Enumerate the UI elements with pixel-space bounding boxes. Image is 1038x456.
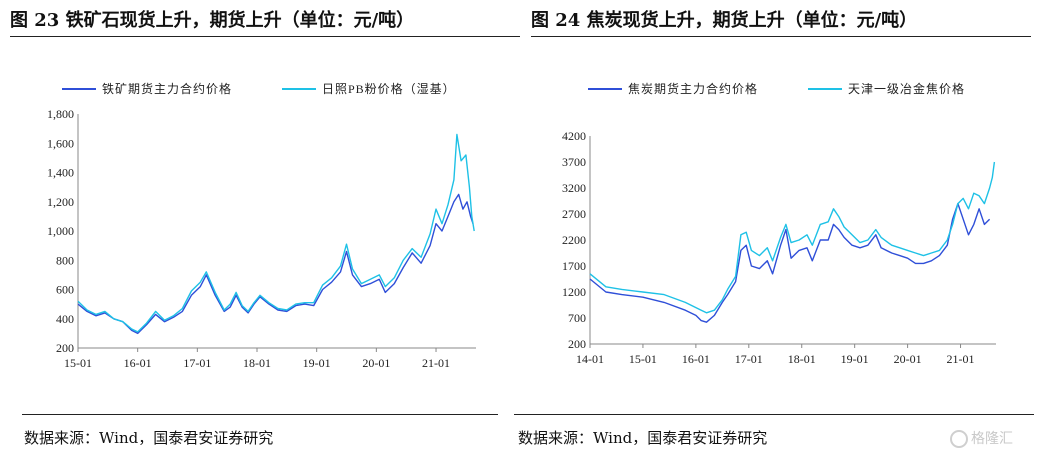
- y-tick-label: 1,200: [47, 195, 74, 209]
- x-tick-label: 15-01: [64, 356, 92, 370]
- chart-coke: 200 700 1200 1700 2200 2700 3200 3700 4200 14-01 1…: [562, 81, 996, 366]
- series-line-2: [77, 133, 475, 333]
- legend-label-2: 天津一级冶金焦价格: [848, 81, 965, 96]
- y-tick-label: 3700: [562, 155, 586, 169]
- y-tick-label: 1,800: [47, 107, 74, 121]
- watermark-text: 格隆汇: [971, 431, 1013, 447]
- y-tick-label: 3200: [562, 181, 586, 195]
- x-tick-label: 15-01: [629, 352, 657, 366]
- source-note-left: 数据来源：Wind，国泰君安证券研究: [24, 429, 274, 447]
- source-rule-left: [22, 414, 498, 415]
- chart-iron-ore: 200 400 600 800 1,000 1,200 1,400 1,600 1,800 15-…: [47, 81, 476, 370]
- y-tick-label: 200: [568, 337, 586, 351]
- y-tick-label: 4200: [562, 129, 586, 143]
- x-tick-label: 18-01: [788, 352, 816, 366]
- x-tick-label: 17-01: [183, 356, 211, 370]
- x-tick-label: 19-01: [841, 352, 869, 366]
- y-tick-label: 200: [56, 341, 74, 355]
- y-tick-label: 700: [568, 311, 586, 325]
- x-tick-label: 14-01: [576, 352, 604, 366]
- y-tick-label: 400: [56, 312, 74, 326]
- y-tick-label: 1,600: [47, 136, 74, 150]
- x-tick-label: 16-01: [682, 352, 710, 366]
- x-tick-label: 18-01: [243, 356, 271, 370]
- title-underline-left: [10, 36, 520, 37]
- legend-label-1: 焦炭期货主力合约价格: [628, 81, 758, 96]
- watermark-logo-icon: [950, 430, 968, 448]
- y-tick-label: 1700: [562, 259, 586, 273]
- figure-title-right: 图 24 焦炭现货上升，期货上升（单位：元/吨）: [531, 10, 918, 31]
- y-tick-label: 600: [56, 283, 74, 297]
- y-tick-label: 2700: [562, 207, 586, 221]
- x-tick-label: 20-01: [894, 352, 922, 366]
- x-tick-label: 16-01: [124, 356, 152, 370]
- watermark: 格隆汇: [950, 428, 1013, 448]
- x-tick-label: 21-01: [947, 352, 975, 366]
- y-tick-label: 1,400: [47, 166, 74, 180]
- x-tick-label: 19-01: [303, 356, 331, 370]
- y-tick-label: 2200: [562, 233, 586, 247]
- x-tick-label: 17-01: [735, 352, 763, 366]
- series-line-1: [77, 193, 474, 335]
- source-rule-right: [514, 414, 1034, 415]
- figure-title-left: 图 23 铁矿石现货上升，期货上升（单位：元/吨）: [10, 10, 415, 31]
- legend-label-1: 铁矿期货主力合约价格: [102, 81, 232, 96]
- series-line-2: [589, 161, 996, 314]
- x-tick-label: 20-01: [362, 356, 390, 370]
- y-tick-label: 800: [56, 253, 74, 267]
- series-line-1: [589, 202, 991, 323]
- legend-label-2: 日照PB粉价格（湿基）: [322, 81, 456, 96]
- y-tick-label: 1,000: [47, 224, 74, 238]
- x-tick-label: 21-01: [422, 356, 450, 370]
- y-tick-label: 1200: [562, 285, 586, 299]
- title-underline-right: [531, 36, 1031, 37]
- source-note-right: 数据来源：Wind，国泰君安证券研究: [518, 429, 768, 447]
